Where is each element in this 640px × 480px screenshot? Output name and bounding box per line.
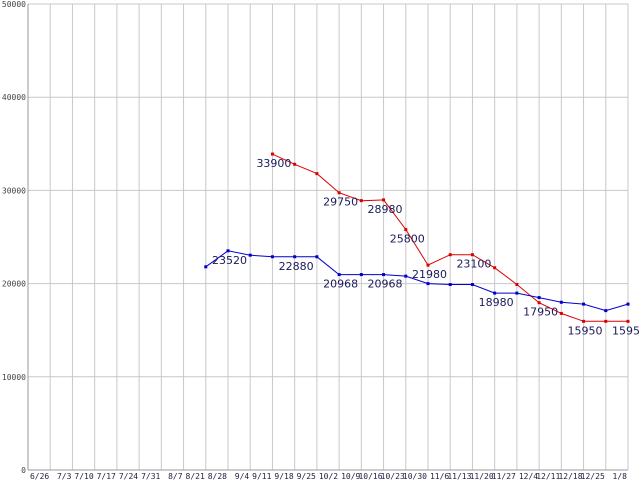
data-point [226,249,230,253]
x-tick-label: 8/21 [186,472,205,480]
data-label: 28980 [368,203,403,216]
data-point [382,273,386,277]
x-tick-label: 11/27 [492,472,516,480]
data-point [493,266,497,270]
y-tick-label: 40000 [2,93,26,102]
series-line-2 [205,250,629,312]
series-group [204,152,630,323]
data-point [293,255,297,259]
data-point [382,198,386,202]
y-tick-label: 50000 [2,0,26,9]
data-point [604,309,608,313]
data-label: 25800 [390,233,425,246]
data-point [626,319,630,323]
data-label: 18980 [479,296,514,309]
data-point [204,265,208,269]
x-tick-label: 10/30 [403,472,427,480]
data-labels: 33900 29750 28980 25800 21980 23100 17950 15950… [212,157,640,337]
data-point [270,152,274,156]
data-point [626,302,630,306]
x-tick-label: 7/31 [141,472,160,480]
data-point [470,253,474,257]
x-tick-label: 11/6 [430,472,449,480]
data-point [470,283,474,287]
data-point [559,311,563,315]
x-tick-label: 9/4 [235,472,250,480]
data-point [426,282,430,286]
data-point [426,263,430,267]
data-point [315,172,319,176]
data-point [582,319,586,323]
data-point [604,319,608,323]
x-tick-label: 10/23 [381,472,405,480]
x-tick-label: 1/8 [613,472,628,480]
x-tick-label: 11/13 [447,472,471,480]
data-label: 15950 [612,324,640,337]
data-point [537,296,541,300]
data-point [537,301,541,305]
x-tick-label: 12/25 [581,472,605,480]
data-label: 17950 [523,306,558,319]
grid [28,3,629,471]
data-label: 29750 [323,196,358,209]
data-label: 22880 [279,260,314,273]
x-tick-label: 10/2 [319,472,338,480]
x-tick-label: 9/25 [297,472,316,480]
data-point [248,253,252,257]
x-tick-label: 7/10 [74,472,93,480]
x-tick-label: 7/3 [57,472,72,480]
data-point [293,162,297,166]
y-tick-labels: 0 10000 20000 30000 40000 50000 [2,0,26,475]
y-tick-label: 30000 [2,186,26,195]
data-label: 23520 [212,254,247,267]
x-tick-label: 8/7 [168,472,183,480]
data-label: 20968 [323,278,358,291]
x-tick-label: 10/9 [341,472,360,480]
x-tick-labels: 6/26 7/3 7/10 7/17 7/24 7/31 8/7 8/21 8/28 9/4 9/1… [30,472,627,480]
x-tick-label: 11/20 [470,472,494,480]
x-tick-label: 10/16 [358,472,382,480]
data-point [448,253,452,257]
x-tick-label: 8/28 [208,472,227,480]
x-tick-label: 6/26 [30,472,49,480]
data-label: 15950 [568,324,603,337]
x-tick-label: 12/4 [519,472,538,480]
data-point [404,274,408,278]
data-label: 33900 [256,157,291,170]
x-tick-label: 7/17 [97,472,116,480]
x-tick-label: 12/18 [558,472,582,480]
y-tick-label: 0 [21,466,26,475]
x-tick-label: 9/18 [274,472,293,480]
axes [27,4,629,471]
x-tick-label: 7/24 [119,472,138,480]
data-point [582,302,586,306]
data-point [493,291,497,295]
y-tick-label: 20000 [2,280,26,289]
data-point [515,291,519,295]
data-point [359,273,363,277]
data-label: 23100 [456,258,491,271]
data-point [515,283,519,287]
data-point [315,255,319,259]
data-label: 20968 [368,278,403,291]
data-point [448,283,452,287]
data-point [337,191,341,195]
data-point [559,300,563,304]
data-point [270,255,274,259]
x-tick-label: 12/11 [536,472,560,480]
data-point [404,228,408,232]
data-point [359,199,363,203]
data-label: 21980 [412,268,447,281]
y-tick-label: 10000 [2,373,26,382]
x-tick-label: 9/11 [252,472,271,480]
data-point [337,273,341,277]
